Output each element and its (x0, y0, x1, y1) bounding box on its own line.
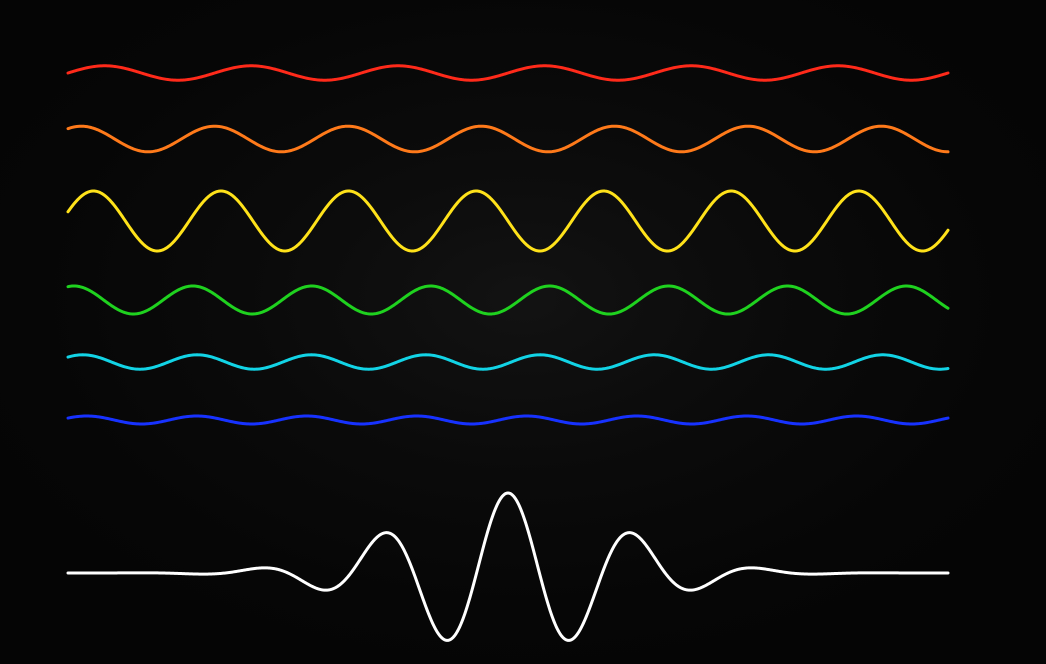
sine-waves (66, 64, 950, 426)
sine-wave-cyan (66, 353, 950, 371)
sine-wave-yellow (66, 189, 950, 253)
sine-wave-orange (66, 124, 950, 154)
wave-packet-white (66, 491, 950, 642)
sine-wave-green (66, 284, 950, 316)
sine-wave-red (66, 64, 950, 82)
sine-wave-blue (66, 414, 950, 426)
